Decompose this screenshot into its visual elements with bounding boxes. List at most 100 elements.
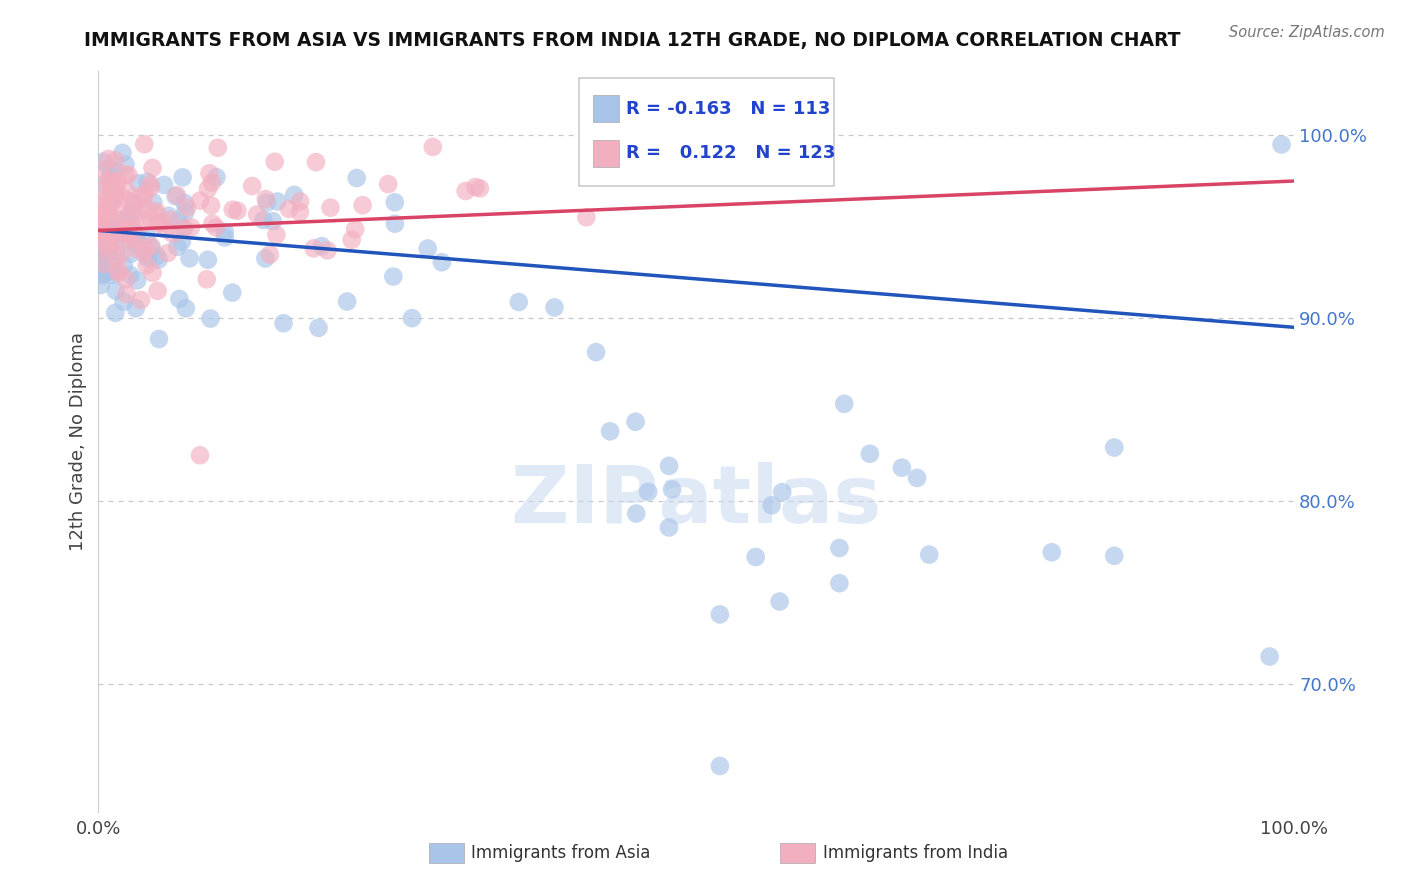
Point [98,211,121,225]
Point [262,214,284,228]
Point [165,189,187,203]
Point [890,460,912,475]
Point [174,301,197,316]
Point [104,284,127,298]
Point [117,220,139,235]
Point [110,225,132,239]
Point [139,211,162,226]
Point [117,194,139,208]
Point [122,203,145,218]
Point [101,173,124,187]
Point [115,272,138,286]
Point [91,268,114,283]
Point [624,415,647,429]
Point [167,214,190,228]
Point [100,170,122,185]
Point [201,176,224,190]
Point [139,177,162,191]
Point [832,397,855,411]
Point [382,269,405,284]
Point [266,194,288,209]
Point [658,458,681,473]
Point [114,158,136,172]
Point [226,203,249,218]
Point [100,197,122,211]
Point [90,259,112,273]
Point [263,154,285,169]
Point [172,221,194,235]
Point [125,273,148,287]
Point [142,195,165,210]
Point [107,263,129,277]
Point [180,220,202,235]
Point [172,170,194,185]
Point [316,244,339,258]
Point [179,252,201,266]
Point [94,226,117,240]
Point [122,201,145,215]
Point [259,247,281,261]
Point [100,235,122,249]
Point [162,227,184,241]
Point [97,152,120,166]
Point [742,165,765,179]
Point [145,207,167,221]
Point [197,182,219,196]
Point [200,311,222,326]
Point [131,189,153,203]
Point [221,285,243,300]
Point [416,242,439,256]
Point [139,180,162,194]
Point [110,227,132,241]
Point [104,186,127,201]
Point [90,262,112,277]
Point [90,277,112,292]
Point [114,192,136,206]
Text: Immigrants from India: Immigrants from India [823,844,1008,862]
Point [599,425,621,439]
Point [770,485,793,500]
Text: Source: ZipAtlas.com: Source: ZipAtlas.com [1229,25,1385,40]
Point [648,131,671,145]
Point [311,239,333,253]
Point [127,176,149,190]
Point [352,198,374,212]
Point [90,247,112,261]
Point [384,217,406,231]
Point [114,226,136,240]
Point [94,209,117,223]
Point [148,217,170,231]
Point [1258,649,1281,664]
Point [89,229,111,244]
Point [91,212,114,227]
Point [134,240,156,254]
Point [1040,545,1063,559]
Point [288,205,311,219]
Point [90,162,112,177]
Point [115,184,138,198]
Point [98,196,121,211]
Point [340,233,363,247]
Point [319,201,342,215]
Text: IMMIGRANTS FROM ASIA VS IMMIGRANTS FROM INDIA 12TH GRADE, NO DIPLOMA CORRELATION: IMMIGRANTS FROM ASIA VS IMMIGRANTS FROM … [84,31,1181,50]
Point [207,141,229,155]
Point [91,224,114,238]
Point [157,209,180,223]
Point [125,237,148,252]
Point [101,185,124,199]
Point [709,607,731,622]
Point [98,240,121,254]
Point [115,287,138,301]
Point [122,220,145,235]
Point [145,204,167,219]
Point [134,187,156,202]
Point [107,208,129,222]
Point [91,154,114,169]
Point [104,244,127,259]
Point [110,220,132,235]
Point [305,155,328,169]
Point [254,192,277,206]
Point [93,195,115,210]
Point [377,177,399,191]
Point [104,164,127,178]
